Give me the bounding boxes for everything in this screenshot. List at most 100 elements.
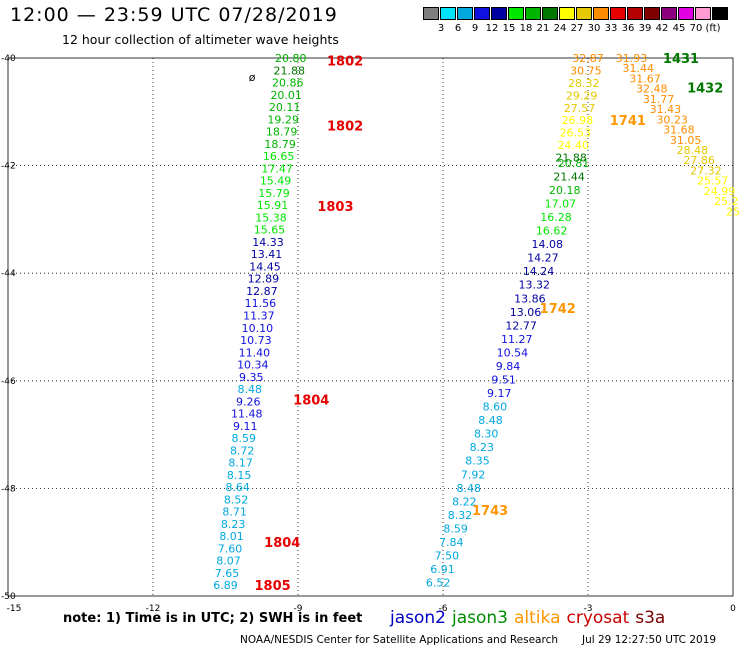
wave-height-value: 25 [726, 205, 740, 218]
x-tick-label: -12 [146, 604, 161, 614]
colorbar-label: 39 [638, 23, 652, 34]
wave-height-value: 14.45 [249, 260, 281, 273]
wave-height-value: 8.72 [230, 444, 255, 457]
wave-height-value: 20.18 [549, 184, 581, 197]
wave-height-value: 11.40 [239, 346, 271, 359]
wave-height-value: 9.26 [236, 395, 261, 408]
pass-time-label: 1802 [327, 119, 363, 134]
colorbar-label: 3 [437, 23, 445, 34]
wave-height-value: 15.79 [258, 187, 290, 200]
colorbar-swatch [508, 7, 524, 20]
satellite-legend: jason2 jason3 altika cryosat s3a [390, 608, 671, 628]
wave-height-value: 28.32 [568, 77, 600, 90]
wave-height-value: 8.48 [238, 383, 263, 396]
x-tick-label: -9 [294, 604, 303, 614]
wave-height-value: 8.07 [216, 555, 241, 568]
wave-height-value: 8.23 [470, 441, 495, 454]
wave-height-value: 8.23 [221, 518, 246, 531]
wave-height-value: 11.27 [501, 333, 533, 346]
wave-height-value: 8.64 [225, 481, 250, 494]
wave-height-value: 11.48 [231, 408, 263, 421]
y-tick-label: -46 [1, 377, 16, 387]
colorbar-swatch [695, 7, 711, 20]
wave-height-value: 25.57 [697, 175, 729, 188]
colorbar-label: 9 [471, 23, 479, 34]
y-tick-label: -40 [1, 54, 16, 64]
colorbar-label: 42 [655, 23, 669, 34]
pass-time-label: 1803 [317, 200, 353, 215]
wave-height-value: 30.23 [656, 113, 688, 126]
wave-height-value: 25.2 [714, 195, 739, 208]
wave-height-value: 12.87 [246, 285, 278, 298]
wave-height-value: 29.29 [566, 89, 598, 102]
wave-height-value: 20.01 [270, 89, 302, 102]
colorbar-swatch [474, 7, 490, 20]
colorbar-swatch [712, 7, 728, 20]
colorbar-swatch [644, 7, 660, 20]
pass-time-label: 1432 [687, 82, 723, 97]
wave-height-value: 21.88 [273, 64, 305, 77]
wave-height-value: 20.86 [272, 77, 304, 90]
colorbar-swatch [593, 7, 609, 20]
wave-height-value: 21.88 [555, 152, 587, 165]
wave-height-value: 6.89 [213, 579, 238, 592]
wave-height-value: 7.50 [435, 549, 460, 562]
wave-height-value: 18.79 [266, 126, 298, 139]
colorbar-swatch [525, 7, 541, 20]
pass-time-label: 1431 [663, 52, 699, 67]
colorbar-swatch [542, 7, 558, 20]
wave-height-value: 20.81 [558, 157, 590, 170]
wave-height-value: 7.65 [215, 567, 240, 580]
wave-height-value: 8.15 [227, 469, 252, 482]
wave-height-value: 7.60 [218, 542, 243, 555]
colorbar-label: 27 [570, 23, 584, 34]
colorbar-swatch [423, 7, 439, 20]
wave-height-value: 30.75 [570, 64, 602, 77]
colorbar-label: 36 [621, 23, 635, 34]
wave-height-value: 9.11 [233, 420, 258, 433]
wave-height-value: 10.54 [497, 346, 529, 359]
footer-credit: NOAA/NESDIS Center for Satellite Applica… [240, 634, 558, 646]
wave-height-value: 7.92 [461, 468, 486, 481]
wave-height-value: 27.57 [564, 102, 596, 115]
colorbar-swatch [457, 7, 473, 20]
wave-height-value: 8.71 [222, 506, 247, 519]
x-tick-label: -15 [7, 604, 22, 614]
colorbar-label: 18 [519, 23, 533, 34]
wave-height-value: 16.62 [536, 225, 568, 238]
legend-altika: altika [514, 608, 561, 628]
wave-height-value: 31.67 [629, 72, 661, 85]
page-title: 12:00 — 23:59 UTC 07/28/2019 [10, 4, 338, 26]
legend-jason3: jason3 [452, 608, 508, 628]
wave-height-value: 31.77 [643, 93, 675, 106]
pass-time-label: 1805 [255, 579, 291, 594]
wave-height-value: 31.43 [650, 103, 682, 116]
wave-height-value: 8.01 [219, 530, 244, 543]
colorbar-label: (ft) [705, 23, 721, 34]
wave-height-value: 10.73 [240, 334, 272, 347]
wave-height-value: 26.53 [560, 127, 592, 140]
wave-height-value: 21.44 [553, 170, 585, 183]
wave-height-value: 14.08 [532, 238, 564, 251]
wave-height-value: 9.35 [239, 371, 264, 384]
wave-height-value: 19.29 [267, 113, 299, 126]
wave-height-value: 8.48 [456, 482, 481, 495]
y-tick-label: -44 [1, 269, 16, 279]
wave-height-value: 8.60 [483, 401, 508, 414]
wave-height-value: 9.17 [487, 387, 512, 400]
colorbar-label: 33 [604, 23, 618, 34]
wave-height-value: 6.91 [430, 563, 455, 576]
wave-height-value: 8.32 [448, 509, 473, 522]
pass-time-label: 1743 [472, 504, 508, 519]
wave-height-value: 27.86 [683, 154, 715, 167]
colorbar-swatch [440, 7, 456, 20]
wave-height-value: 9.84 [496, 360, 521, 373]
wave-height-value: 8.59 [231, 432, 256, 445]
wave-height-value: 8.59 [443, 522, 468, 535]
wave-height-value: 10.34 [237, 359, 269, 372]
x-tick-label: -6 [439, 604, 448, 614]
wave-height-value: 31.05 [670, 134, 702, 147]
wave-height-value: 31.44 [623, 62, 655, 75]
footer-timestamp: Jul 29 12:27:50 UTC 2019 [582, 634, 717, 646]
